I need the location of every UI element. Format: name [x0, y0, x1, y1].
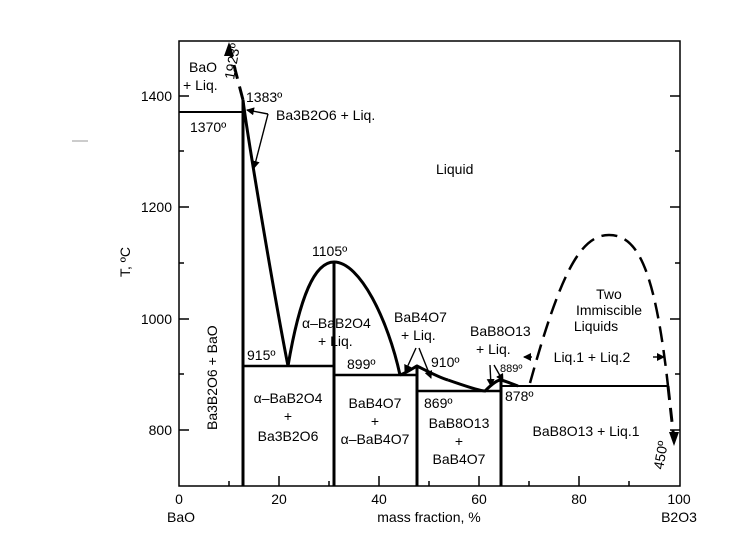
region-bab8o13-bab4o7-line2: + [455, 433, 463, 449]
region-bab8o13-liq-line1: BaB8O13 [470, 323, 531, 339]
y-tick-label: 1400 [141, 88, 172, 104]
region-bab4o7-alpha-line1: BaB4O7 [349, 395, 402, 411]
miscibility-gap [528, 233, 670, 387]
region-ba3b2o6-bao: Ba3B2O6 + BaO [204, 325, 220, 430]
region-bab4o7-liq-line1: BaB4O7 [394, 309, 447, 325]
temp-label-869: 869º [424, 395, 452, 411]
region-liquid: Liquid [436, 161, 473, 177]
y-tick-label: 1000 [141, 311, 172, 327]
region-bab8o13-bab4o7-line1: BaB8O13 [429, 415, 490, 431]
x-tick-label: 40 [371, 491, 387, 507]
temp-label-889: 889º [500, 363, 522, 375]
liquidus-bab2o4-left [286, 260, 335, 367]
x-tick-label: 100 [667, 491, 691, 507]
region-alpha-bab2o4-ba3b2o6-line1: α–BaB2O4 [254, 390, 323, 406]
pointer-arrows [246, 107, 665, 387]
x-tick-label: 60 [471, 491, 487, 507]
region-bab4o7-alpha-line3: α–BaB4O7 [341, 431, 410, 447]
phase-boundaries [179, 45, 676, 486]
region-two-immiscible-line1: Two [596, 286, 622, 302]
y-tick-label: 800 [149, 422, 173, 438]
y-ticks [179, 95, 680, 431]
region-liq1-liq2: Liq.1 + Liq.2 [554, 349, 631, 365]
region-alpha-bab2o4-liq-line1: α–BaB2O4 [302, 315, 371, 331]
region-bab4o7-liq-line2: + Liq. [401, 327, 436, 343]
region-ba3b2o6-liq: Ba3B2O6 + Liq. [276, 107, 375, 123]
region-alpha-bab2o4-ba3b2o6-line2: + [284, 408, 292, 424]
temp-label-1105: 1105º [312, 243, 347, 259]
temp-label-915: 915º [247, 347, 275, 363]
temp-label-899: 899º [347, 356, 375, 372]
x-tick-label: 80 [571, 491, 587, 507]
x-left-component: BaO [167, 509, 195, 525]
temp-label-910: 910º [431, 354, 459, 370]
bao-liquidus-arrowhead [224, 42, 234, 56]
region-bab4o7-alpha-line2: + [371, 413, 379, 429]
x-right-component: B2O3 [661, 509, 697, 525]
y-axis-title: T, ºC [117, 247, 133, 277]
temp-label-878: 878º [505, 388, 533, 404]
temp-label-1383: 1383º [246, 89, 282, 105]
temp-label-1370: 1370º [190, 119, 226, 135]
b2o3-liquidus-arrowhead [669, 432, 679, 446]
y-tick-label: 1200 [141, 199, 172, 215]
region-alpha-bab2o4-liq-line2: + Liq. [318, 333, 353, 349]
temp-label-450: 450º [650, 440, 671, 471]
region-bab8o13-bab4o7-line3: BaB4O7 [433, 451, 486, 467]
x-ticks [228, 476, 630, 486]
b2o3-liquidus-dashed [666, 385, 676, 441]
x-axis-title: mass fraction, % [377, 509, 480, 525]
region-bab8o13-liq-line2: + Liq. [476, 341, 511, 357]
region-bab8o13-liq1: BaB8O13 + Liq.1 [532, 423, 639, 439]
region-two-immiscible-line2: Immiscible [576, 302, 642, 318]
region-two-immiscible-line3: Liquids [574, 318, 618, 334]
x-tick-label: 20 [271, 491, 287, 507]
region-bao-liq-line1: BaO [189, 59, 217, 75]
x-tick-label: 0 [175, 491, 183, 507]
region-alpha-bab2o4-ba3b2o6-line3: Ba3B2O6 [258, 428, 319, 444]
liquidus-bab2o4-right [333, 260, 402, 376]
temp-label-1923: 1923º [221, 42, 243, 80]
liquidus-ba3b2o6 [241, 99, 290, 367]
region-bao-liq-line2: + Liq. [183, 77, 218, 93]
